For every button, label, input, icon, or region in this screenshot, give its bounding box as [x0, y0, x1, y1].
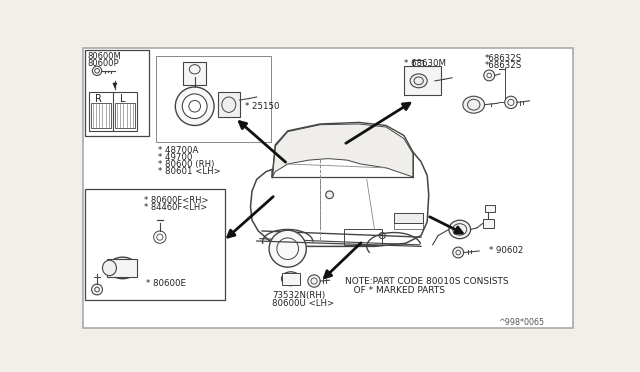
Text: L: L [120, 94, 126, 104]
Text: 80600P: 80600P [88, 58, 120, 67]
Text: R: R [95, 94, 102, 104]
Circle shape [484, 70, 495, 81]
Text: * 48700A: * 48700A [157, 146, 198, 155]
Circle shape [326, 191, 333, 199]
Text: * 80601 <LH>: * 80601 <LH> [157, 167, 220, 176]
Ellipse shape [108, 257, 138, 279]
Circle shape [92, 284, 102, 295]
Bar [85, 189, 225, 299]
Text: * 80600F<RH>: * 80600F<RH> [143, 196, 208, 205]
Ellipse shape [102, 260, 116, 276]
Bar [115, 103, 135, 128]
Ellipse shape [222, 97, 236, 112]
Bar [404, 66, 441, 96]
Bar [484, 205, 495, 212]
Bar [218, 92, 239, 117]
Bar [483, 219, 494, 228]
Text: 80600U <LH>: 80600U <LH> [272, 299, 334, 308]
Text: * 25150: * 25150 [245, 102, 280, 111]
Bar [85, 50, 149, 136]
Ellipse shape [114, 261, 131, 275]
Ellipse shape [410, 74, 428, 88]
Polygon shape [272, 124, 413, 177]
Bar [394, 223, 423, 230]
Bar [183, 62, 206, 85]
Text: 73532N(RH): 73532N(RH) [272, 291, 325, 300]
Bar [90, 92, 138, 131]
Text: * 68630M: * 68630M [404, 58, 446, 67]
Text: * 80600 (RH): * 80600 (RH) [157, 160, 214, 169]
Ellipse shape [182, 94, 207, 119]
Circle shape [308, 275, 320, 287]
Ellipse shape [282, 272, 300, 286]
Bar [156, 56, 271, 142]
Bar [107, 259, 136, 277]
Text: 80600M: 80600M [88, 52, 122, 61]
Bar [91, 103, 111, 128]
Ellipse shape [463, 96, 484, 113]
Text: *68632S: *68632S [484, 54, 522, 63]
Text: * 90602: * 90602 [489, 246, 524, 256]
Text: * 80600E: * 80600E [146, 279, 186, 288]
Bar [394, 212, 423, 223]
Text: * 84460F<LH>: * 84460F<LH> [143, 203, 207, 212]
Text: NOTE:PART CODE 80010S CONSISTS: NOTE:PART CODE 80010S CONSISTS [345, 277, 509, 286]
Text: *68632S: *68632S [484, 61, 522, 70]
Circle shape [452, 247, 463, 258]
Bar [344, 230, 382, 245]
Bar [282, 273, 300, 285]
Text: * 49700: * 49700 [157, 153, 192, 162]
Text: OF * MARKED PARTS: OF * MARKED PARTS [345, 286, 445, 295]
Ellipse shape [175, 87, 214, 125]
Ellipse shape [449, 220, 470, 239]
Text: ^998*0065: ^998*0065 [499, 318, 545, 327]
Circle shape [505, 96, 517, 109]
Circle shape [269, 230, 307, 267]
